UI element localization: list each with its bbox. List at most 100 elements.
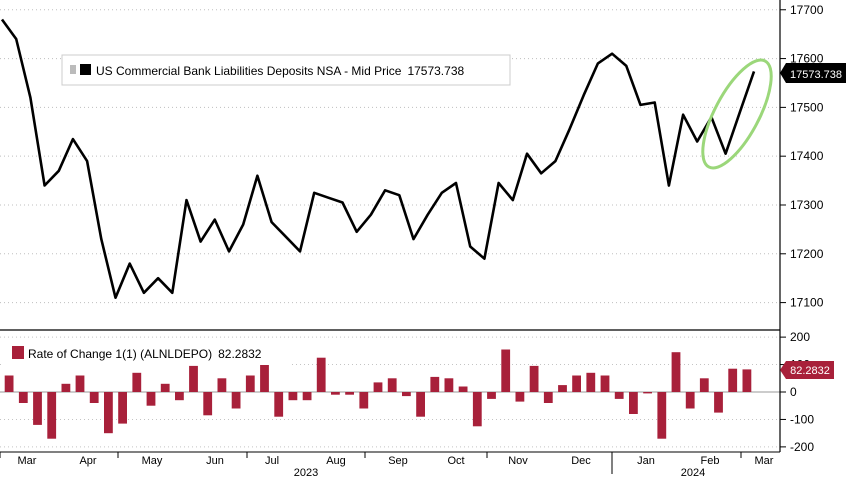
lower-last-value-text: 82.2832 — [790, 365, 830, 377]
roc-bar — [742, 369, 752, 392]
roc-bar — [260, 364, 269, 392]
roc-bar — [402, 392, 411, 397]
lower-last-value-box — [786, 361, 834, 379]
lower-last-value-tag: 82.2832 — [780, 361, 834, 379]
roc-bar — [345, 392, 354, 395]
upper-y-tick-label: 17700 — [790, 3, 824, 17]
roc-bar — [543, 392, 553, 403]
roc-bar — [458, 386, 468, 392]
roc-bar — [685, 392, 695, 409]
lower-legend-box — [4, 341, 290, 365]
x-month-label: Sep — [388, 455, 408, 467]
lower-last-value-pointer — [780, 361, 786, 379]
x-month-label: Aug — [326, 455, 346, 467]
highlight-ellipse — [701, 58, 773, 170]
roc-bar — [104, 392, 113, 434]
roc-bar — [203, 392, 213, 416]
roc-bar — [359, 392, 369, 409]
roc-bar — [586, 372, 596, 392]
roc-bar — [33, 392, 42, 425]
roc-bar — [714, 392, 723, 413]
lower-y-tick-label: 0 — [790, 385, 797, 399]
roc-bar — [515, 392, 525, 402]
roc-bar — [529, 365, 539, 392]
roc-bar — [132, 372, 142, 392]
roc-bar — [487, 392, 496, 399]
upper-y-tick-label: 17500 — [790, 100, 824, 114]
roc-bar — [572, 375, 581, 392]
roc-bar — [657, 392, 667, 439]
roc-bar — [217, 378, 227, 392]
roc-bar — [558, 385, 567, 392]
roc-bar — [189, 365, 198, 392]
upper-y-tick-label: 17600 — [790, 52, 824, 66]
upper-last-value-tag: 17573.738 — [780, 63, 846, 83]
upper-legend: US Commercial Bank Liabilities Deposits … — [61, 54, 511, 86]
x-month-label: Mar — [755, 455, 774, 467]
x-axis: Mar Apr May Jun Jul Aug Sep Oct Nov Dec Jan Feb Mar 2… — [0, 452, 774, 479]
x-month-label: Oct — [447, 455, 464, 467]
upper-y-tick-label: 17200 — [790, 247, 824, 261]
upper-last-value-pointer — [780, 63, 786, 83]
lower-legend: Rate of Change 1(1) (ALNLDEPO) 82.2832 — [4, 341, 290, 365]
roc-bar — [160, 383, 170, 392]
roc-bar — [47, 392, 57, 439]
roc-bar — [387, 378, 397, 392]
upper-y-tick-label: 17400 — [790, 149, 824, 163]
x-month-label: Mar — [18, 455, 37, 467]
roc-bar — [89, 392, 99, 403]
roc-bar — [614, 392, 624, 399]
roc-bar — [245, 375, 255, 392]
deposits-series-line — [0, 18, 756, 299]
x-month-label: Feb — [701, 455, 720, 467]
x-month-label: Dec — [571, 455, 591, 467]
x-month-label: Apr — [79, 455, 96, 467]
roc-bar — [274, 392, 284, 417]
roc-bars — [4, 349, 752, 439]
roc-bar — [288, 392, 298, 401]
x-month-label: Jan — [637, 455, 655, 467]
roc-bar — [416, 392, 425, 417]
x-year-label: 2024 — [681, 467, 705, 479]
upper-last-value-text: 17573.738 — [790, 69, 842, 81]
roc-bar — [231, 392, 241, 409]
legend-swatch-black — [80, 64, 91, 75]
lower-y-tick-label: -100 — [790, 412, 814, 426]
roc-bar — [331, 392, 340, 395]
legend-handle-icon — [70, 65, 76, 74]
lower-y-tick-label: -200 — [790, 440, 814, 454]
roc-bar — [18, 392, 28, 403]
lower-y-tick-label: 200 — [790, 330, 810, 344]
upper-y-ticks: 17700 17600 17500 17400 17300 17200 17100 — [780, 3, 824, 310]
roc-bar — [4, 375, 14, 392]
x-month-label: May — [142, 455, 163, 467]
upper-legend-box — [61, 54, 511, 86]
upper-y-tick-label: 17300 — [790, 198, 824, 212]
roc-bar — [75, 375, 85, 392]
roc-bar — [118, 392, 127, 424]
roc-bar — [146, 392, 156, 406]
roc-bar — [671, 352, 681, 392]
roc-bar — [472, 392, 482, 427]
roc-bar — [444, 378, 454, 392]
roc-bar — [629, 392, 638, 414]
roc-bar — [430, 376, 440, 392]
roc-bar — [501, 349, 511, 392]
roc-bar — [600, 375, 610, 392]
upper-last-value-box — [786, 63, 846, 83]
roc-bar — [316, 357, 326, 392]
x-month-label: Nov — [508, 455, 528, 467]
x-month-label: Jun — [206, 455, 224, 467]
x-month-label: Jul — [265, 455, 279, 467]
roc-bar — [699, 378, 709, 392]
roc-bar — [728, 368, 738, 392]
upper-y-tick-label: 17100 — [790, 296, 824, 310]
roc-bar — [643, 392, 652, 394]
roc-bar — [302, 392, 312, 401]
roc-bar — [175, 392, 184, 401]
upper-plot-background — [0, 0, 780, 327]
roc-bar — [61, 383, 71, 392]
lower-legend-label: Rate of Change 1(1) (ALNLDEPO) 82.2832 — [28, 347, 262, 361]
